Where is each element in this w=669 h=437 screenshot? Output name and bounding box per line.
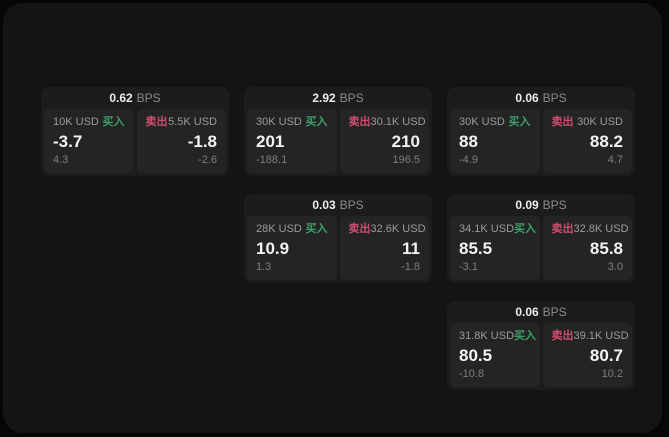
buy-amount-label: 30K USD — [256, 116, 302, 128]
bps-unit-label: BPS — [542, 198, 567, 212]
bps-unit-label: BPS — [542, 305, 567, 319]
card-header: 0.06 BPS — [447, 301, 635, 323]
sell-amount-label: 39.1K USD — [573, 330, 629, 342]
sell-delta: 196.5 — [392, 154, 420, 166]
bps-value: 0.06 — [515, 91, 539, 105]
sell-delta: -1.8 — [401, 261, 420, 273]
quote-card: 2.92 BPS 30K USD 买入 201 -188.1 卖出 30.1K … — [244, 87, 432, 176]
sell-tag: 卖出 — [551, 223, 574, 235]
bps-value: 0.06 — [515, 305, 539, 319]
buy-price: 88 — [459, 132, 478, 151]
bps-value: 2.92 — [312, 91, 336, 105]
bps-unit-label: BPS — [339, 91, 364, 105]
quote-card-grid: 0.62 BPS 10K USD 买入 -3.7 4.3 卖出 5.5K USD — [41, 87, 635, 390]
app-window: 0.62 BPS 10K USD 买入 -3.7 4.3 卖出 5.5K USD — [3, 3, 662, 433]
quote-card: 0.62 BPS 10K USD 买入 -3.7 4.3 卖出 5.5K USD — [41, 87, 229, 176]
bps-unit-label: BPS — [136, 91, 161, 105]
buy-delta: -188.1 — [256, 154, 288, 166]
bps-unit-label: BPS — [339, 198, 364, 212]
buy-tag: 买入 — [514, 223, 537, 235]
bps-value: 0.09 — [515, 198, 539, 212]
sell-panel[interactable]: 卖出 32.8K USD 85.8 3.0 — [542, 216, 632, 280]
sell-tag: 卖出 — [551, 116, 574, 128]
buy-delta: -4.9 — [459, 154, 478, 166]
buy-price: 80.5 — [459, 346, 493, 365]
card-header: 0.62 BPS — [41, 87, 229, 109]
buy-panel[interactable]: 31.8K USD 买入 80.5 -10.8 — [450, 323, 540, 387]
sell-delta: 10.2 — [601, 368, 623, 380]
buy-price: 85.5 — [459, 239, 493, 258]
buy-tag: 买入 — [514, 330, 537, 342]
buy-delta: 4.3 — [53, 154, 69, 166]
card-header: 0.09 BPS — [447, 194, 635, 216]
card-header: 2.92 BPS — [244, 87, 432, 109]
buy-amount-label: 30K USD — [459, 116, 505, 128]
sell-price: -1.8 — [187, 132, 217, 151]
buy-panel[interactable]: 34.1K USD 买入 85.5 -3.1 — [450, 216, 540, 280]
sell-tag: 卖出 — [348, 116, 371, 128]
sell-price: 85.8 — [589, 239, 623, 258]
buy-price: 201 — [256, 132, 285, 151]
buy-tag: 买入 — [102, 116, 125, 128]
quote-card: 0.03 BPS 28K USD 买入 10.9 1.3 卖出 32.6K US… — [244, 194, 432, 283]
bps-unit-label: BPS — [542, 91, 567, 105]
bps-value: 0.03 — [312, 198, 336, 212]
buy-amount-label: 34.1K USD — [459, 223, 515, 235]
buy-delta: 1.3 — [256, 261, 272, 273]
sell-panel[interactable]: 卖出 32.6K USD 11 -1.8 — [339, 216, 429, 280]
sell-amount-label: 30.1K USD — [370, 116, 426, 128]
panels: 30K USD 买入 88 -4.9 卖出 30K USD 88.2 4.7 — [447, 109, 635, 176]
buy-panel[interactable]: 28K USD 买入 10.9 1.3 — [247, 216, 337, 280]
quote-card: 0.06 BPS 30K USD 买入 88 -4.9 卖出 30K USD — [447, 87, 635, 176]
panels: 30K USD 买入 201 -188.1 卖出 30.1K USD 210 1… — [244, 109, 432, 176]
sell-price: 11 — [402, 239, 420, 258]
buy-delta: -3.1 — [459, 261, 478, 273]
buy-panel[interactable]: 30K USD 买入 201 -188.1 — [247, 109, 337, 173]
sell-amount-label: 30K USD — [577, 116, 623, 128]
buy-price: 10.9 — [256, 239, 290, 258]
sell-price: 210 — [391, 132, 420, 151]
buy-delta: -10.8 — [459, 368, 485, 380]
panels: 34.1K USD 买入 85.5 -3.1 卖出 32.8K USD 85.8… — [447, 216, 635, 283]
sell-panel[interactable]: 卖出 5.5K USD -1.8 -2.6 — [136, 109, 226, 173]
sell-tag: 卖出 — [145, 116, 168, 128]
quote-card: 0.06 BPS 31.8K USD 买入 80.5 -10.8 卖出 39.1… — [447, 301, 635, 390]
panels: 10K USD 买入 -3.7 4.3 卖出 5.5K USD -1.8 -2.… — [41, 109, 229, 176]
sell-delta: 4.7 — [607, 154, 623, 166]
buy-price: -3.7 — [53, 132, 83, 151]
buy-tag: 买入 — [305, 223, 328, 235]
sell-panel[interactable]: 卖出 30K USD 88.2 4.7 — [542, 109, 632, 173]
card-header: 0.03 BPS — [244, 194, 432, 216]
sell-price: 88.2 — [589, 132, 623, 151]
sell-panel[interactable]: 卖出 30.1K USD 210 196.5 — [339, 109, 429, 173]
sell-price: 80.7 — [589, 346, 623, 365]
buy-amount-label: 28K USD — [256, 223, 302, 235]
sell-amount-label: 32.6K USD — [370, 223, 426, 235]
sell-amount-label: 5.5K USD — [168, 116, 217, 128]
panels: 28K USD 买入 10.9 1.3 卖出 32.6K USD 11 -1.8 — [244, 216, 432, 283]
buy-amount-label: 10K USD — [53, 116, 99, 128]
panels: 31.8K USD 买入 80.5 -10.8 卖出 39.1K USD 80.… — [447, 323, 635, 390]
buy-amount-label: 31.8K USD — [459, 330, 515, 342]
quote-card: 0.09 BPS 34.1K USD 买入 85.5 -3.1 卖出 32.8K… — [447, 194, 635, 283]
buy-panel[interactable]: 10K USD 买入 -3.7 4.3 — [44, 109, 134, 173]
sell-tag: 卖出 — [551, 330, 574, 342]
buy-panel[interactable]: 30K USD 买入 88 -4.9 — [450, 109, 540, 173]
sell-delta: -2.6 — [198, 154, 217, 166]
sell-delta: 3.0 — [607, 261, 623, 273]
bps-value: 0.62 — [109, 91, 133, 105]
sell-panel[interactable]: 卖出 39.1K USD 80.7 10.2 — [542, 323, 632, 387]
buy-tag: 买入 — [508, 116, 531, 128]
sell-tag: 卖出 — [348, 223, 371, 235]
buy-tag: 买入 — [305, 116, 328, 128]
card-header: 0.06 BPS — [447, 87, 635, 109]
sell-amount-label: 32.8K USD — [573, 223, 629, 235]
